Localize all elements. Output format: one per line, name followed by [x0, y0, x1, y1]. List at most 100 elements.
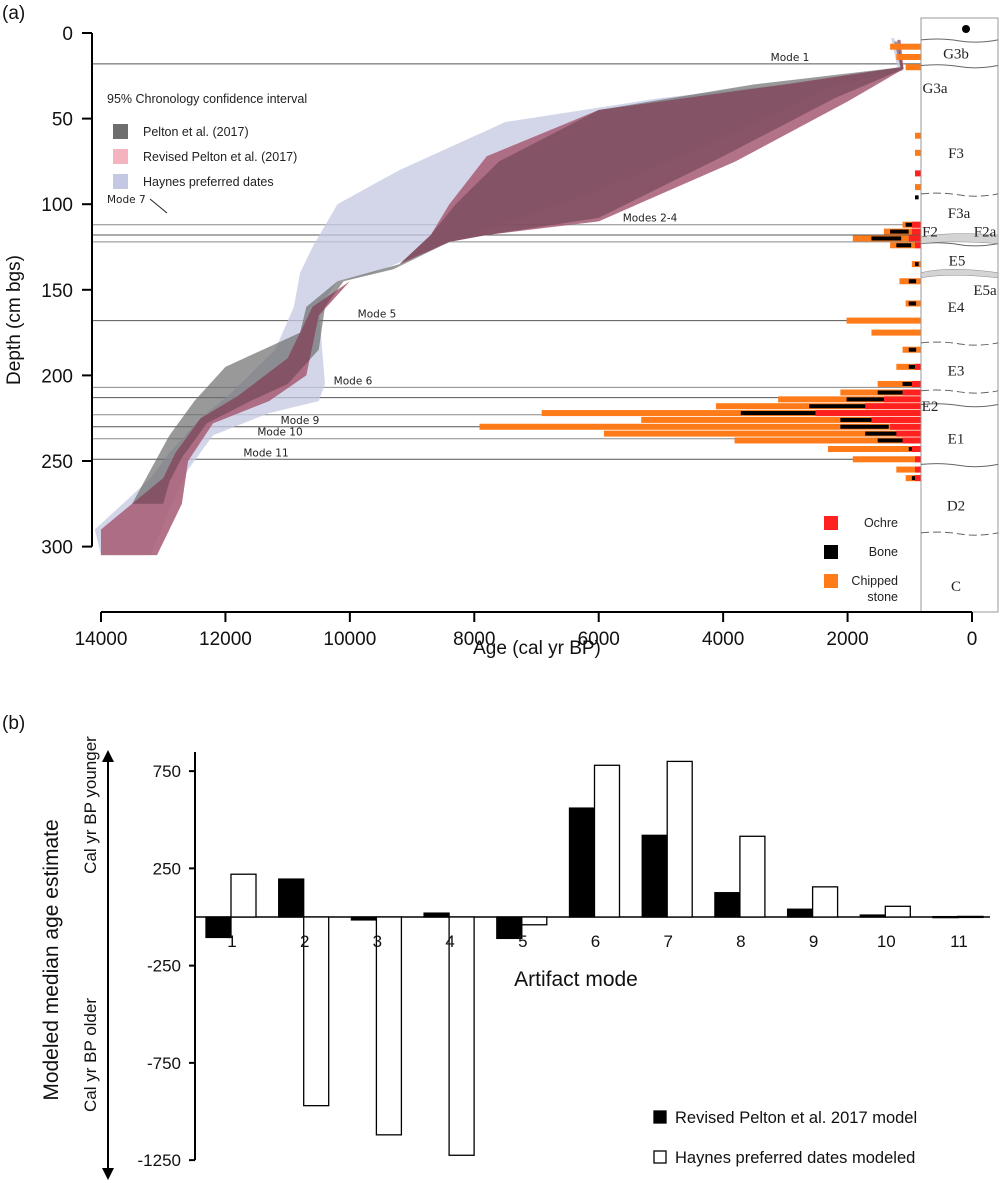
artifact-legend-label: Ochre — [864, 516, 898, 530]
strata-label: E1 — [948, 432, 965, 448]
arrow-down-icon — [102, 1168, 114, 1180]
chipped-stone-bar — [603, 430, 921, 437]
bone-bar — [846, 397, 892, 402]
artifact-legend-swatch — [824, 574, 838, 588]
ochre-bar — [883, 396, 921, 403]
bone-bar — [809, 404, 877, 409]
ochre-bar — [911, 228, 921, 235]
chipped-stone-bar — [871, 329, 921, 336]
panel-a-label: (a) — [2, 3, 25, 24]
chipped-stone-bar — [896, 53, 921, 60]
strata-boundary — [920, 192, 999, 197]
confidence-legend: 95% Chronology confidence interval Pelto… — [107, 92, 307, 189]
mode-label: Mode 11 — [243, 447, 288, 459]
ochre-bar — [815, 410, 921, 417]
strata-label: G3b — [943, 47, 969, 63]
bone-bar — [915, 195, 919, 200]
y-axis-title-b: Modeled median age estimate — [40, 819, 63, 1100]
haynes-bar — [593, 764, 621, 918]
x-tick-label-b: 10 — [877, 932, 896, 951]
legend-swatch — [113, 124, 128, 139]
x-tick-label-b: 11 — [950, 932, 968, 951]
x-tick-label: 10000 — [323, 629, 376, 650]
x-tick-label: 2000 — [826, 629, 868, 650]
chipped-stone-bar — [915, 184, 921, 191]
bone-bar — [840, 417, 889, 422]
haynes-bar — [666, 760, 693, 918]
y-tick-label: 50 — [52, 110, 73, 131]
strata-label: E5 — [949, 254, 966, 270]
mode-label: Mode 6 — [334, 375, 373, 387]
bar-legend: Revised Pelton et al. 2017 model Haynes p… — [653, 1109, 917, 1167]
legend-title: 95% Chronology confidence interval — [107, 92, 307, 106]
ochre-bar — [911, 446, 921, 453]
haynes-bar — [739, 835, 766, 918]
ochre-bar — [911, 380, 921, 387]
ochre-bar — [908, 235, 921, 242]
bone-bar — [915, 262, 919, 267]
chipped-stone-bar — [846, 317, 921, 324]
strata-label: E4 — [948, 300, 965, 316]
revised-pelton-bar — [423, 912, 450, 918]
bone-bar — [908, 279, 917, 284]
revised-pelton-bar — [932, 915, 959, 919]
ochre-bar — [915, 242, 921, 249]
strata-boundary — [920, 38, 999, 43]
ochre-bar — [902, 389, 921, 396]
y-tick-label-b: 750 — [153, 762, 181, 781]
strata-label: F3a — [948, 206, 971, 222]
chipped-stone-bar — [905, 64, 921, 71]
ochre-bar — [915, 475, 921, 482]
y-tick-label: 250 — [41, 452, 73, 473]
legend-label: Revised Pelton et al. (2017) — [143, 150, 297, 164]
bone-bar — [890, 229, 909, 234]
strata-lens — [920, 233, 999, 244]
artifact-histogram — [479, 43, 921, 482]
panel-b-axes: 750 250 -250 -750 -1250 — [138, 752, 990, 1170]
x-tick-label-b: 6 — [591, 932, 600, 951]
confidence-bands — [94, 38, 904, 556]
y-tick-label: 150 — [41, 281, 73, 302]
strata-label: E5a — [973, 283, 997, 299]
strata-boundary — [920, 341, 999, 346]
strata-boundary — [920, 403, 999, 408]
bone-bar — [871, 236, 902, 241]
bone-bar — [877, 438, 904, 443]
bar-legend-swatch — [653, 1150, 667, 1164]
y-tick-label: 200 — [41, 366, 73, 387]
x-tick-label-b: 4 — [445, 932, 454, 951]
ochre-bar — [890, 423, 921, 430]
x-tick-label-b: 7 — [663, 932, 672, 951]
ochre-bar — [896, 430, 921, 437]
haynes-bar — [448, 916, 475, 1156]
chipped-stone-bar — [641, 416, 921, 423]
ochre-bar — [915, 466, 921, 473]
ochre-bar — [911, 221, 921, 228]
x-tick-label-b: 8 — [736, 932, 745, 951]
ochre-bar — [871, 416, 921, 423]
revised-pelton-bar — [859, 914, 886, 918]
strata-boundary — [920, 463, 999, 468]
revised-pelton-bar — [350, 916, 378, 921]
mode-label: Modes 2-4 — [623, 213, 678, 225]
artifact-legend-swatch — [824, 545, 838, 559]
strata-label: F2 — [922, 225, 938, 241]
legend-label: Pelton et al. (2017) — [143, 125, 249, 139]
mode-label: Mode 7 — [107, 194, 146, 206]
strata-label: F2a — [974, 225, 997, 241]
y-tick-label-b: -250 — [147, 957, 181, 976]
bar-legend-swatch — [653, 1110, 667, 1124]
ochre-bar — [902, 437, 921, 444]
chipped-stone-bar — [479, 423, 921, 430]
haynes-bar — [521, 916, 548, 926]
x-tick-label: 14000 — [75, 629, 128, 650]
y-label-younger: Cal yr BP younger — [81, 736, 100, 874]
strata-label: E3 — [948, 363, 965, 379]
x-tick-label: 6000 — [578, 629, 620, 650]
mode-7-pointer — [149, 198, 168, 214]
chipped-stone-bar — [852, 456, 921, 463]
y-tick-label-b: -1250 — [138, 1151, 181, 1170]
chipped-stone-bar — [915, 132, 921, 139]
legend-swatch — [113, 149, 128, 164]
strata-label: E2 — [922, 399, 939, 415]
